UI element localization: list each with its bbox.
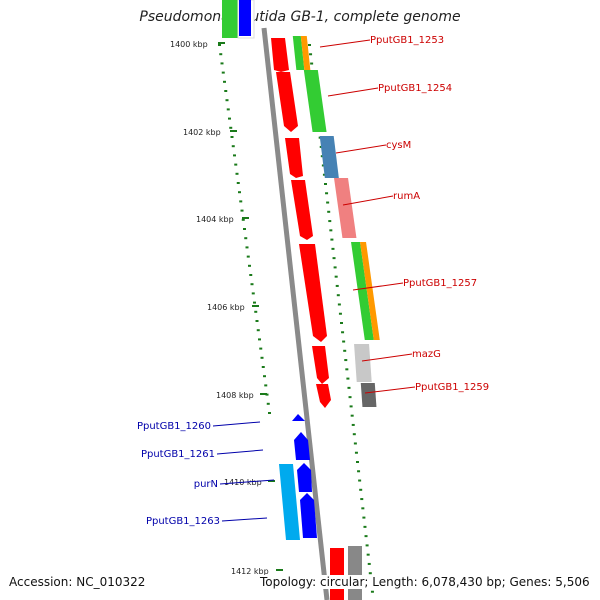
cds-arrow: [279, 464, 300, 540]
genome-summary-text: Topology: circular; Length: 6,078,430 bp…: [258, 575, 592, 589]
cds-arrow: [299, 244, 327, 342]
gene-label: PputGB1_1254: [378, 83, 452, 94]
leader-line: [216, 449, 264, 455]
leader-line: [352, 282, 404, 291]
gene-label: purN: [194, 479, 218, 490]
tick-mark: [242, 217, 249, 219]
tick-mark: [230, 130, 237, 132]
tick-label: 1412 kbp: [231, 567, 269, 576]
position-ticks: 1400 kbp 1402 kbp 1404 kbp 1406 kbp 1408 kbp…: [170, 40, 283, 576]
cds-arrow: [294, 432, 310, 460]
cds-arrow: [300, 493, 317, 538]
cds-reverse-track: [279, 414, 317, 540]
genome-backbone: [261, 27, 330, 600]
cds-arrow: [271, 38, 289, 72]
gene-label: PputGB1_1259: [415, 382, 489, 393]
cds-arrow: [297, 463, 312, 492]
cog-track: [292, 36, 380, 600]
gene-label: cysM: [386, 140, 411, 151]
gene-label: PputGB1_1253: [370, 35, 444, 46]
gene-label: PputGB1_1257: [403, 278, 477, 289]
tick-mark: [218, 42, 225, 44]
cds-arrow: [276, 72, 298, 132]
tick-label: 1406 kbp: [207, 303, 245, 312]
leader-line: [335, 144, 387, 154]
leader-line: [219, 479, 275, 485]
cds-arrow: [291, 180, 313, 240]
gene-label: PputGB1_1260: [137, 421, 211, 432]
tick-label: 1402 kbp: [183, 128, 221, 137]
leader-line: [221, 517, 268, 522]
leader-line: [319, 39, 371, 48]
gene-label: mazG: [412, 349, 441, 360]
cds-arrow: [330, 548, 344, 600]
tick-label: 1404 kbp: [196, 215, 234, 224]
leader-line: [361, 353, 413, 362]
tick-mark: [260, 393, 267, 395]
tick-mark: [252, 305, 259, 307]
gene-label: PputGB1_1263: [146, 516, 220, 527]
leader-line: [342, 195, 394, 206]
cds-arrow: [312, 346, 329, 384]
leader-line: [212, 421, 261, 427]
tick-label: 1400 kbp: [170, 40, 208, 49]
cds-arrow: [316, 384, 331, 408]
map-title: Pseudomonas putida GB-1, complete genome: [139, 9, 461, 25]
tick-mark: [276, 569, 283, 571]
accession-text: Accession: NC_010322: [9, 575, 146, 589]
leader-line: [364, 386, 416, 394]
cds-arrow: [292, 414, 305, 421]
gene-labels: PputGB1_1253 PputGB1_1254 cysM rumA PputGB1_…: [137, 35, 489, 527]
gene-label: PputGB1_1261: [141, 449, 215, 460]
tick-mark: [268, 480, 275, 482]
partial-feature-top: [222, 0, 255, 39]
leader-line: [327, 87, 379, 97]
tick-label: 1408 kbp: [216, 391, 254, 400]
cds-arrow: [285, 138, 303, 178]
gene-label: rumA: [393, 191, 420, 202]
